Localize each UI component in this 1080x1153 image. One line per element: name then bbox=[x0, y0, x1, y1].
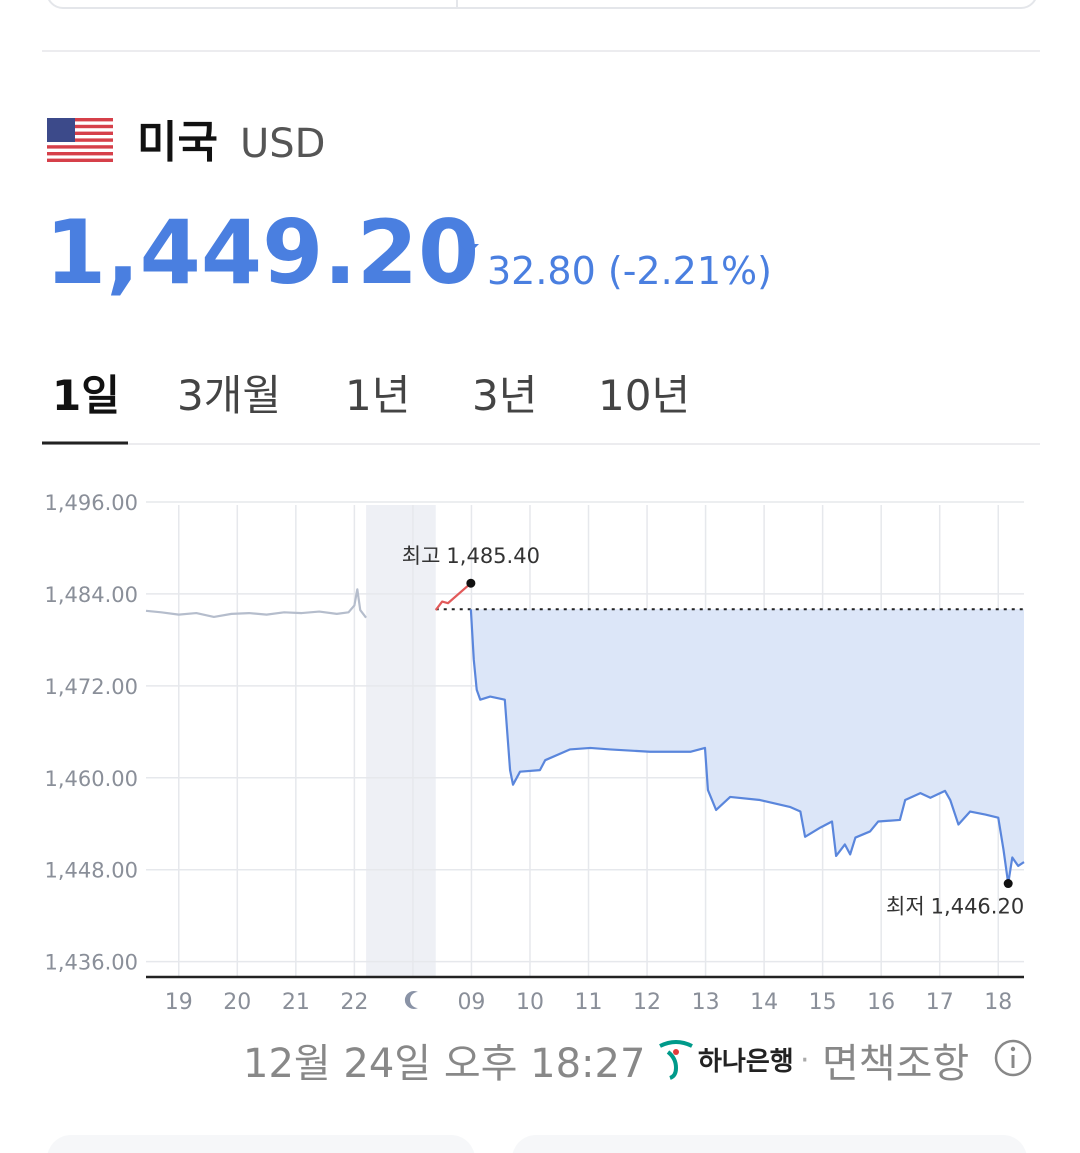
annotation-label: 최고 bbox=[402, 544, 441, 568]
x-tick-label: 15 bbox=[809, 990, 837, 1015]
tab[interactable]: 3년 bbox=[472, 371, 537, 420]
annotation: 최저 1,446.20 bbox=[886, 895, 1024, 919]
x-tick-label: 17 bbox=[926, 990, 954, 1015]
chart: 1,436.00 1,448.00 1,460.00 1,472.00 1,484.00… bbox=[44, 491, 1025, 1015]
x-tick-label: 11 bbox=[575, 990, 603, 1015]
x-tick-label: 10 bbox=[516, 990, 544, 1015]
annotation-point bbox=[466, 578, 476, 588]
x-tick-label: 13 bbox=[692, 990, 720, 1015]
info-icon[interactable] bbox=[994, 1039, 1032, 1077]
y-tick-label: 1,472.00 bbox=[44, 675, 138, 699]
x-tick-label: 19 bbox=[165, 990, 193, 1015]
annotation-label: 최저 bbox=[886, 895, 925, 919]
tab[interactable]: 1일 bbox=[52, 371, 120, 420]
x-tick-label: 20 bbox=[223, 990, 251, 1015]
night-icon bbox=[404, 991, 418, 1009]
line bbox=[469, 609, 1025, 885]
x-tick-label: 22 bbox=[340, 990, 368, 1015]
y-tick-label: 1,436.00 bbox=[44, 951, 138, 975]
country: 미국 bbox=[137, 117, 218, 168]
night-shade bbox=[366, 505, 436, 977]
tab[interactable]: 3개월 bbox=[177, 371, 281, 420]
x-tick-label: 12 bbox=[633, 990, 661, 1015]
us-flag bbox=[47, 118, 113, 162]
annotation-point bbox=[1003, 879, 1013, 889]
y-tick-label: 1,496.00 bbox=[44, 491, 138, 515]
bank-logo bbox=[659, 1040, 693, 1080]
annotation-value: 1,485.40 bbox=[446, 544, 540, 568]
annotation-value: 1,446.20 bbox=[931, 895, 1025, 919]
tab[interactable]: 10년 bbox=[598, 371, 690, 420]
area bbox=[470, 609, 1024, 884]
x-tick-label: 21 bbox=[282, 990, 310, 1015]
x-tick-label: 14 bbox=[750, 990, 778, 1015]
tabs: 1일 3개월 1년 3년 10년 bbox=[52, 371, 690, 420]
annotation: 최고 1,485.40 bbox=[402, 544, 540, 568]
x-tick-label: 09 bbox=[457, 990, 485, 1015]
price: 1,449.20 bbox=[45, 201, 479, 304]
separator: · bbox=[800, 1043, 810, 1078]
line bbox=[434, 582, 472, 611]
x-tick-label: 18 bbox=[984, 990, 1012, 1015]
card[interactable] bbox=[512, 1135, 1027, 1153]
price-change: 32.80 (-2.21%) bbox=[487, 249, 772, 293]
timestamp: 12월 24일 오후 18:27 bbox=[243, 1041, 645, 1087]
x-tick-label: 16 bbox=[867, 990, 895, 1015]
bank-name: 하나은행 bbox=[698, 1047, 794, 1077]
search-box[interactable] bbox=[47, 0, 1037, 9]
y-tick-label: 1,460.00 bbox=[44, 767, 138, 791]
down-arrow bbox=[459, 244, 479, 254]
y-tick-label: 1,448.00 bbox=[44, 859, 138, 883]
disclaimer[interactable]: 면책조항 bbox=[822, 1041, 969, 1087]
currency: USD bbox=[240, 121, 325, 167]
line bbox=[145, 588, 367, 619]
y-tick-label: 1,484.00 bbox=[44, 583, 138, 607]
card[interactable] bbox=[47, 1135, 475, 1153]
tab[interactable]: 1년 bbox=[345, 371, 410, 420]
